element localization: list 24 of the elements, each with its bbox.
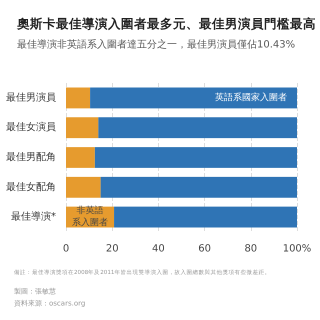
- series-label: 英語系國家入圍者: [215, 92, 287, 103]
- bar: [66, 87, 90, 108]
- x-tick-label: 0: [62, 244, 70, 254]
- y-tick-label: 最佳男配角: [6, 151, 56, 163]
- y-tick-label: 最佳女演員: [6, 121, 56, 134]
- x-tick-label: 20: [106, 244, 119, 254]
- x-tick-label: 60: [198, 244, 211, 254]
- x-tick-label: 80: [244, 244, 258, 254]
- x-tick-label: 40: [152, 244, 165, 254]
- y-tick-label: 最佳女配角: [6, 180, 56, 193]
- bar: [66, 176, 101, 198]
- bar: [98, 117, 297, 138]
- chart-subtitle: 最佳導演非英語系入圍者達五分之一，最佳男演員僅佔10.43%: [17, 38, 296, 50]
- bar: [66, 117, 98, 138]
- chart-title: 奧斯卡最佳導演入圍者最多元、最佳男演員門檻最高: [16, 16, 316, 31]
- series-label: 非英語系入圍者: [72, 205, 108, 228]
- bar: [90, 87, 297, 108]
- y-tick-label: 最佳導演*: [11, 210, 56, 223]
- bar: [94, 147, 297, 168]
- x-tick-label: 100%: [282, 244, 312, 254]
- bar: [66, 147, 95, 168]
- y-tick-label: 最佳男演員: [6, 91, 56, 104]
- bar: [100, 176, 297, 198]
- bar: [114, 206, 297, 228]
